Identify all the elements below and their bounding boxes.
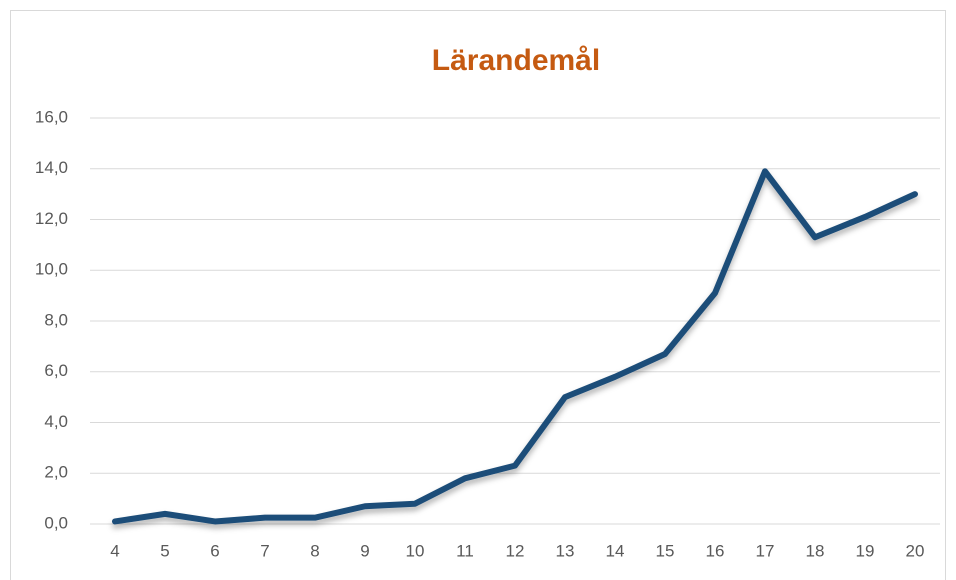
x-tick-label: 16: [706, 541, 725, 560]
data-line: [112, 168, 918, 525]
y-tick-label: 2,0: [44, 463, 68, 482]
y-tick-label: 8,0: [44, 310, 68, 329]
x-tick-label: 15: [656, 541, 675, 560]
y-tick-label: 4,0: [44, 412, 68, 431]
x-tick-label: 9: [360, 541, 369, 560]
chart-title: Lärandemål: [432, 44, 600, 77]
x-tick-label: 19: [856, 541, 875, 560]
x-tick-label: 12: [506, 541, 525, 560]
x-tick-label: 8: [310, 541, 319, 560]
y-tick-label: 0,0: [44, 513, 68, 532]
chart-border: [10, 10, 946, 580]
x-tick-label: 6: [210, 541, 219, 560]
x-tick-label: 17: [756, 541, 775, 560]
y-tick-label: 10,0: [35, 260, 68, 279]
x-tick-label: 5: [160, 541, 169, 560]
x-tick-label: 10: [406, 541, 425, 560]
y-tick-label: 12,0: [35, 209, 68, 228]
y-tick-label: 6,0: [44, 361, 68, 380]
x-tick-label: 11: [456, 541, 474, 560]
x-tick-label: 7: [260, 541, 269, 560]
x-tick-label: 20: [906, 541, 925, 560]
y-tick-label: 14,0: [35, 158, 68, 177]
x-tick-label: 14: [606, 541, 625, 560]
x-tick-label: 18: [806, 541, 825, 560]
x-tick-label: 4: [110, 541, 119, 560]
y-tick-label: 16,0: [35, 107, 68, 126]
x-tick-label: 13: [556, 541, 575, 560]
